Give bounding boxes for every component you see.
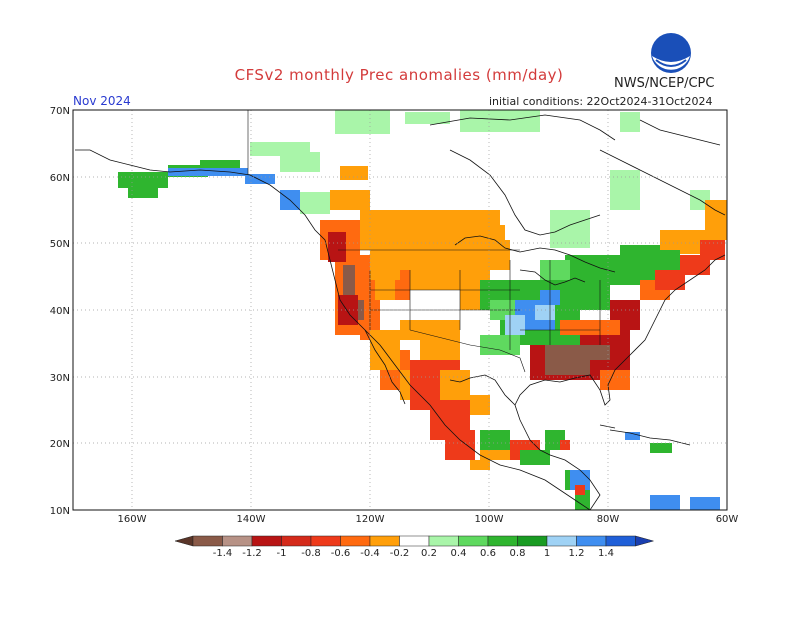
lon-label: 100W [475,514,504,525]
lat-label: 50N [50,239,70,250]
colorbar-label: -1 [277,548,287,559]
initial-conditions: initial conditions: 22Oct2024-31Oct2024 [489,95,713,108]
lon-label: 160W [118,514,147,525]
chart-title: CFSv2 monthly Prec anomalies (mm/day) [234,66,564,84]
colorbar-segment [281,535,312,547]
colorbar: -1.4 -1.2 -1 -0.8 -0.6 -0.4 -0.2 0.2 0.4 0.6 0.8 1 1… [174,535,655,559]
gridlines [73,110,727,510]
colorbar-label: 0.6 [480,548,496,559]
caribbean-red [560,440,585,495]
colorbar-segment [517,535,548,547]
canada-north-wet [250,110,710,248]
lon-label: 140W [237,514,266,525]
colorbar-segment [546,535,577,547]
anomaly-layer [118,110,727,510]
colorbar-segment [487,535,518,547]
lon-label: 120W [356,514,385,525]
colorbar-segment [340,535,371,547]
colorbar-segment [369,535,400,547]
map-frame [72,109,728,511]
colorbar-label: -0.6 [331,548,351,559]
lat-label: 30N [50,373,70,384]
colorbar-segment [576,535,607,547]
colorbar-label: -1.2 [242,548,262,559]
forecast-month: Nov 2024 [73,94,131,108]
lon-label: 80W [597,514,620,525]
agency-label: NWS/NCEP/CPC [614,76,715,91]
lat-label: 10N [50,506,70,517]
colorbar-label: 0.8 [510,548,526,559]
georgia-brown [545,345,610,375]
colorbar-label: 1 [544,548,550,559]
colorbar-label: -0.2 [390,548,410,559]
colorbar-label: 1.2 [569,548,585,559]
noaa-logo [651,33,691,73]
colorbar-segment [399,535,430,547]
colorbar-segment [428,535,459,547]
colorbar-label: 0.2 [421,548,437,559]
northeast-dry [655,240,725,290]
lat-label: 20N [50,439,70,450]
lat-label: 60N [50,173,70,184]
colorbar-segment [458,535,489,547]
lon-label: 60W [716,514,739,525]
colorbar-label: 0.4 [451,548,467,559]
colorbar-segment [605,535,636,547]
latitude-labels: 70N 60N 50N 40N 30N 20N 10N [50,106,70,517]
lat-label: 70N [50,106,70,117]
colorbar-segment [251,535,282,547]
longitude-labels: 160W 140W 120W 100W 80W 60W [118,514,739,525]
lat-label: 40N [50,306,70,317]
colorbar-segment [310,535,341,547]
coastline-layer [75,114,726,511]
colorbar-label: -0.8 [301,548,321,559]
colorbar-left-arrow [174,535,194,547]
colorbar-segment [192,535,223,547]
colorbar-label: 1.4 [598,548,614,559]
colorbar-segment [222,535,253,547]
colorbar-right-arrow [635,535,655,547]
colorbar-label: -0.4 [360,548,380,559]
colorbar-label: -1.4 [213,548,233,559]
